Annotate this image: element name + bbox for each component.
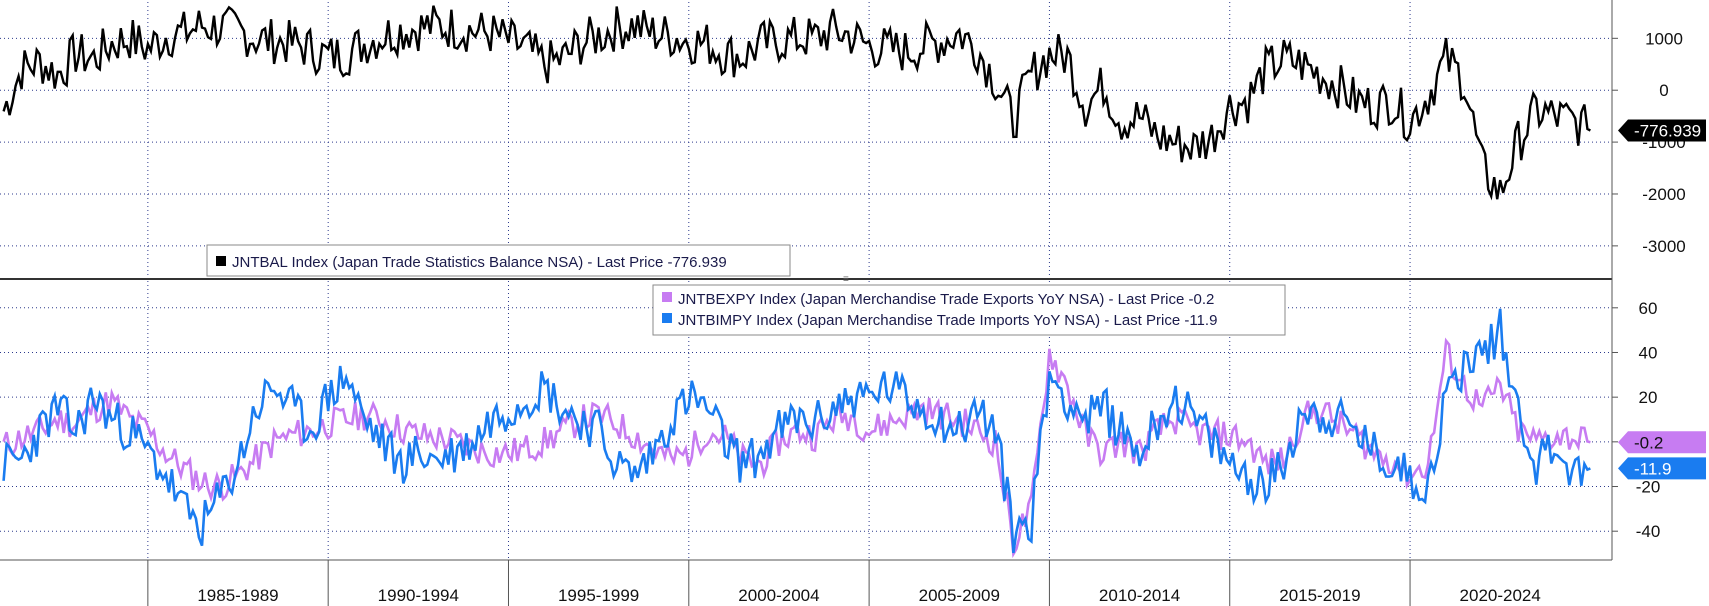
top-ytick-label-3: 0 [1659,81,1668,100]
bottom-ytick-label-4: 40 [1639,343,1658,362]
exports-last-price-text: -0.2 [1634,433,1663,452]
x-period-label-4: 2005-2009 [919,586,1000,605]
divider-grip[interactable]: ≡ [843,274,849,285]
legend-entry-jntbexpy: JNTBEXPY Index (Japan Merchandise Trade … [678,291,1214,308]
bottom-ytick-label-3: 20 [1639,388,1658,407]
x-period-label-5: 2010-2014 [1099,586,1180,605]
top-series-line [2,5,1591,201]
bottom-gridlines [0,307,1612,532]
x-axis-ticks: 1985-1989 1990-1994 1995-1999 2000-2004 2005… [147,560,1541,606]
x-period-label-6: 2015-2019 [1279,586,1360,605]
legend-entry-jntbimpy: JNTBIMPY Index (Japan Merchandise Trade … [678,312,1217,329]
x-period-label-0: 1985-1989 [197,586,278,605]
bottom-ytick-label-0: -40 [1636,522,1661,541]
imports-last-price-label: -11.9 [1618,457,1706,480]
legend-swatch-jntbexpy [662,292,672,302]
bottom-ytick-label-5: 60 [1639,299,1658,318]
x-period-label-1: 1990-1994 [378,586,459,605]
imports-last-price-text: -11.9 [1634,459,1672,478]
imports-series-line [2,308,1591,554]
top-ytick-label-0: -3000 [1642,237,1685,256]
bottom-legend: JNTBEXPY Index (Japan Merchandise Trade … [652,284,1286,336]
x-period-label-2: 1995-1999 [558,586,639,605]
top-ytick-label-4: 1000 [1645,29,1683,48]
legend-swatch-jntbimpy [662,313,672,323]
bottom-panel: -40-200204060 -0.2 -11.9 JNTBEXPY Index … [0,281,1706,559]
top-legend: JNTBAL Index (Japan Trade Statistics Bal… [206,244,791,277]
bottom-ytick-label-1: -20 [1636,478,1661,497]
x-axis: 1985-1989 1990-1994 1995-1999 2000-2004 2005… [0,559,1612,606]
exports-last-price-label: -0.2 [1618,431,1706,454]
top-last-price-text: -776.939 [1634,122,1701,141]
x-period-label-3: 2000-2004 [738,586,819,605]
top-last-price-label: -776.939 [1618,119,1706,142]
legend-swatch-jntbal [216,256,226,266]
x-period-label-7: 2020-2024 [1460,586,1541,605]
legend-entry-jntbal: JNTBAL Index (Japan Trade Statistics Bal… [232,254,727,271]
top-ytick-label-1: -2000 [1642,185,1685,204]
